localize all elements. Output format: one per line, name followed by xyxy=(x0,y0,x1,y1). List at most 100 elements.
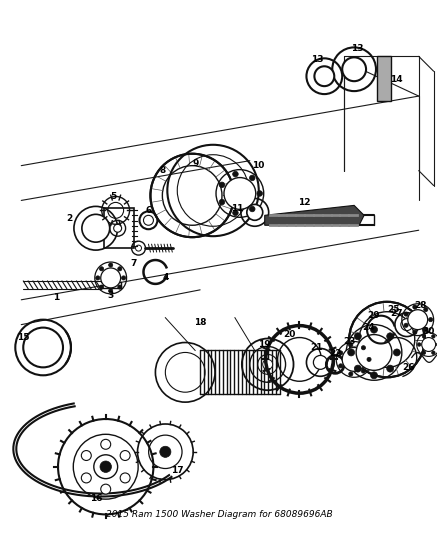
Circle shape xyxy=(401,319,413,330)
Circle shape xyxy=(118,266,122,271)
Polygon shape xyxy=(377,56,391,101)
Circle shape xyxy=(101,268,120,288)
Circle shape xyxy=(82,214,110,242)
Circle shape xyxy=(109,289,113,293)
Text: 3: 3 xyxy=(108,292,114,300)
Text: 23: 23 xyxy=(343,337,355,346)
Text: 7: 7 xyxy=(131,259,137,268)
Text: 2: 2 xyxy=(66,214,72,223)
Text: 19: 19 xyxy=(258,340,271,349)
Circle shape xyxy=(431,351,435,354)
Circle shape xyxy=(339,351,343,355)
Text: 13: 13 xyxy=(311,55,324,64)
Circle shape xyxy=(413,305,417,309)
Circle shape xyxy=(120,473,130,483)
Circle shape xyxy=(118,285,122,289)
Circle shape xyxy=(428,318,433,322)
Circle shape xyxy=(404,323,408,327)
Circle shape xyxy=(342,348,366,372)
Text: 20: 20 xyxy=(283,330,296,339)
Circle shape xyxy=(431,335,435,338)
Circle shape xyxy=(95,276,100,280)
Circle shape xyxy=(387,365,394,372)
Circle shape xyxy=(404,312,408,316)
Text: 4: 4 xyxy=(162,273,169,282)
Circle shape xyxy=(354,333,361,340)
Text: 28: 28 xyxy=(414,301,427,310)
Text: 6: 6 xyxy=(145,206,152,215)
Circle shape xyxy=(224,177,256,209)
Circle shape xyxy=(160,446,171,457)
Circle shape xyxy=(349,372,353,376)
Text: 13: 13 xyxy=(351,44,364,53)
Circle shape xyxy=(354,365,361,372)
Circle shape xyxy=(371,326,378,333)
Circle shape xyxy=(81,450,91,461)
Circle shape xyxy=(100,461,111,472)
Text: 10: 10 xyxy=(251,161,264,170)
Circle shape xyxy=(250,175,255,181)
Text: 16: 16 xyxy=(89,494,102,503)
Text: 5: 5 xyxy=(110,192,117,201)
Circle shape xyxy=(361,346,366,350)
Circle shape xyxy=(422,351,426,354)
Text: 9: 9 xyxy=(193,159,199,168)
Text: 27: 27 xyxy=(391,309,403,318)
Circle shape xyxy=(422,337,436,351)
Circle shape xyxy=(250,206,255,212)
Text: 8: 8 xyxy=(159,166,166,175)
Circle shape xyxy=(257,191,262,196)
Text: 30: 30 xyxy=(423,327,435,336)
Circle shape xyxy=(144,215,153,225)
Circle shape xyxy=(99,285,104,289)
Text: 17: 17 xyxy=(171,466,184,475)
Circle shape xyxy=(371,372,378,379)
Circle shape xyxy=(417,343,421,346)
Text: 25: 25 xyxy=(388,305,400,314)
Circle shape xyxy=(101,439,111,449)
Polygon shape xyxy=(265,205,364,225)
Text: 24: 24 xyxy=(363,323,375,332)
Text: 2015 Ram 1500 Washer Diagram for 68089696AB: 2015 Ram 1500 Washer Diagram for 6808969… xyxy=(106,511,332,519)
Circle shape xyxy=(99,266,104,271)
Circle shape xyxy=(393,349,400,356)
Circle shape xyxy=(114,224,122,232)
Circle shape xyxy=(219,182,225,188)
Circle shape xyxy=(109,263,113,267)
Circle shape xyxy=(314,356,327,369)
Circle shape xyxy=(387,333,394,340)
Text: 1: 1 xyxy=(53,293,59,302)
Text: 12: 12 xyxy=(298,198,311,207)
Circle shape xyxy=(247,204,263,220)
Circle shape xyxy=(424,308,428,312)
Text: 21: 21 xyxy=(310,343,323,352)
Circle shape xyxy=(233,171,238,177)
Circle shape xyxy=(314,66,334,86)
Circle shape xyxy=(120,450,130,461)
Circle shape xyxy=(38,343,48,352)
Circle shape xyxy=(422,335,426,338)
Circle shape xyxy=(101,484,111,494)
Circle shape xyxy=(356,335,392,370)
Circle shape xyxy=(219,199,225,205)
Text: 26: 26 xyxy=(403,363,415,372)
Circle shape xyxy=(121,276,126,280)
Text: 11: 11 xyxy=(231,204,243,213)
Circle shape xyxy=(424,328,428,332)
Text: 22: 22 xyxy=(329,349,342,358)
Circle shape xyxy=(81,473,91,483)
Text: 29: 29 xyxy=(367,311,380,320)
Circle shape xyxy=(135,245,141,251)
Circle shape xyxy=(408,310,427,329)
Circle shape xyxy=(361,369,366,373)
Text: 14: 14 xyxy=(389,75,402,84)
Text: 18: 18 xyxy=(194,318,206,327)
Circle shape xyxy=(413,330,417,334)
Circle shape xyxy=(436,343,438,346)
Circle shape xyxy=(233,210,238,216)
Circle shape xyxy=(349,343,353,347)
Circle shape xyxy=(263,359,273,369)
Circle shape xyxy=(348,349,355,356)
Text: 15: 15 xyxy=(17,333,29,342)
Circle shape xyxy=(23,328,63,367)
